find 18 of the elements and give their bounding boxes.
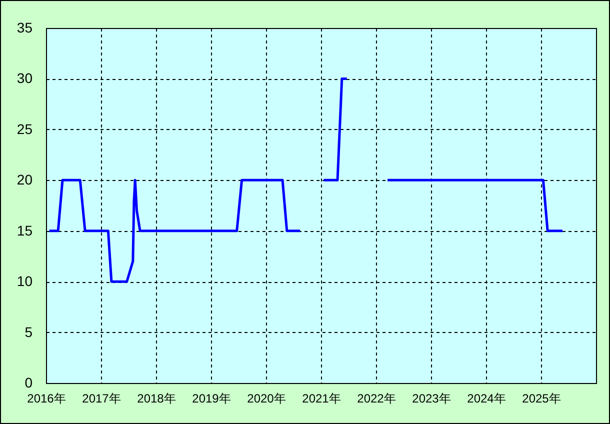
x-tick-label: 2018年 bbox=[137, 392, 176, 406]
x-tick-label: 2020年 bbox=[247, 392, 286, 406]
y-tick-label: 35 bbox=[16, 20, 33, 36]
y-tick-label: 25 bbox=[16, 120, 33, 137]
x-tick-label: 2022年 bbox=[357, 392, 396, 406]
y-tick-label: 10 bbox=[16, 273, 33, 290]
y-tick-label: 30 bbox=[16, 70, 33, 86]
x-tick-label: 2025年 bbox=[522, 392, 561, 406]
x-tick-label: 2017年 bbox=[82, 392, 121, 406]
x-tick-label: 2023年 bbox=[412, 392, 451, 406]
x-tick-label: 2024年 bbox=[467, 392, 506, 406]
y-tick-label: 0 bbox=[24, 374, 33, 390]
y-tick-label: 20 bbox=[16, 172, 33, 188]
x-tick-label: 2019年 bbox=[192, 392, 231, 406]
x-tick-label: 2016年 bbox=[27, 392, 66, 406]
y-tick-label: 5 bbox=[24, 324, 33, 340]
x-tick-label: 2021年 bbox=[302, 392, 341, 406]
y-tick-label: 15 bbox=[16, 222, 33, 238]
